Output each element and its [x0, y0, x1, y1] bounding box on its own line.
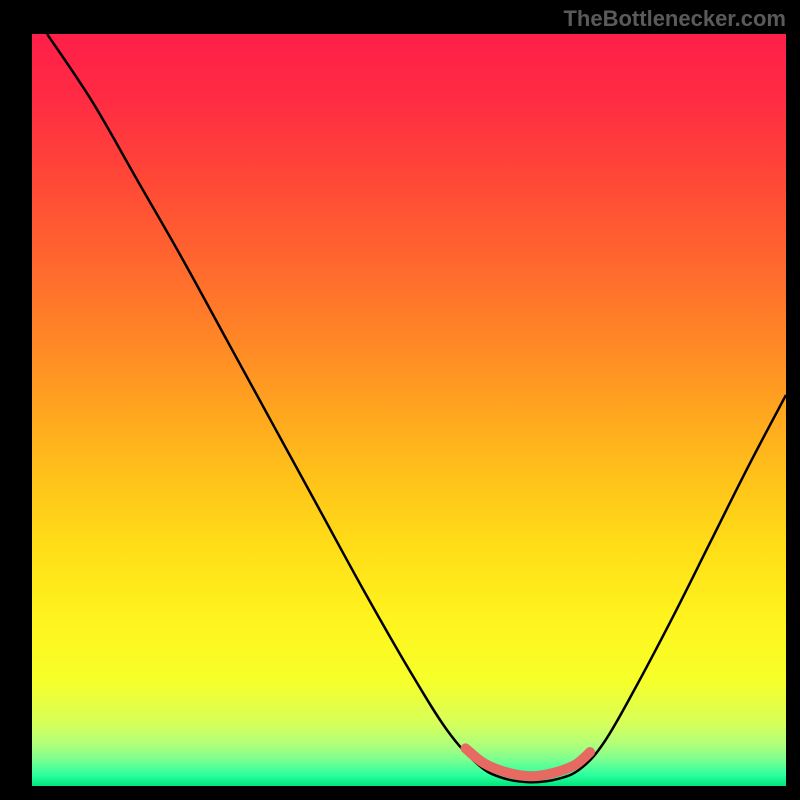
- attribution-text: TheBottlenecker.com: [563, 6, 786, 32]
- chart-container: TheBottlenecker.com: [0, 0, 800, 800]
- plot-area: [32, 34, 786, 786]
- bottleneck-curve: [47, 34, 786, 782]
- curve-layer: [32, 34, 786, 786]
- optimal-band: [466, 748, 590, 776]
